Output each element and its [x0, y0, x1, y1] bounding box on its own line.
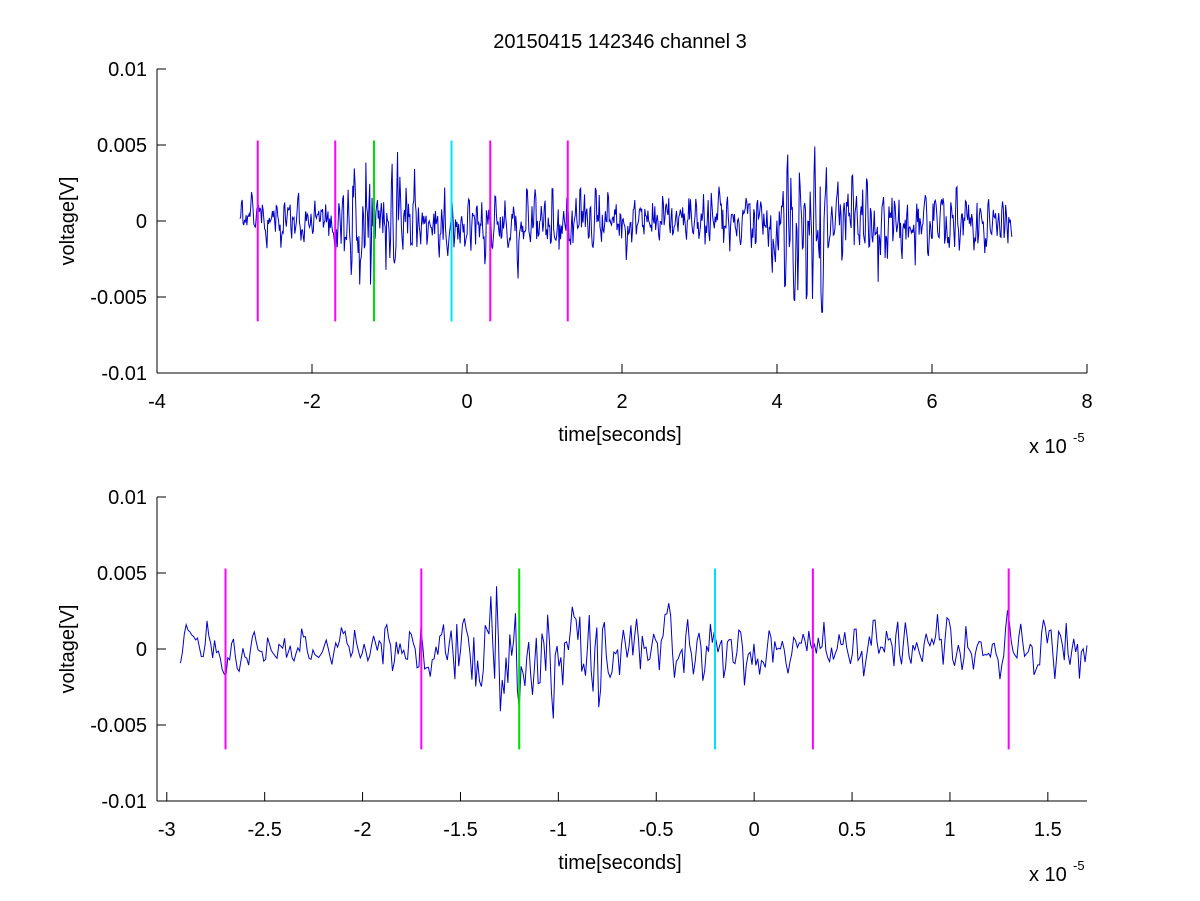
y-tick-label: -0.005: [90, 715, 147, 737]
signal-series-line: [239, 146, 1013, 313]
y-tick-label: 0.01: [108, 59, 147, 81]
x-tick-label: -0.5: [639, 819, 673, 841]
x-axis-label: time[seconds]: [558, 424, 681, 446]
x-exponent-label: x 10: [1029, 864, 1067, 886]
x-tick-label: 0: [749, 819, 760, 841]
y-tick-label: 0.005: [97, 135, 147, 157]
y-tick-label: 0.005: [97, 563, 147, 585]
x-tick-label: -2: [354, 819, 372, 841]
signal-series-line: [179, 586, 1088, 719]
x-tick-label: -3: [158, 819, 176, 841]
x-tick-label: -2.5: [247, 819, 281, 841]
y-axis-label: voltage[V]: [57, 605, 79, 694]
x-tick-label: 4: [771, 391, 782, 413]
figure-title: 20150415 142346 channel 3: [493, 31, 747, 53]
x-tick-label: 1: [944, 819, 955, 841]
x-tick-label: -4: [148, 391, 166, 413]
x-tick-label: -1.5: [443, 819, 477, 841]
x-tick-label: -2: [303, 391, 321, 413]
y-tick-label: 0: [136, 639, 147, 661]
x-exponent-power: -5: [1073, 430, 1085, 445]
x-tick-label: 0: [461, 391, 472, 413]
x-tick-label: 6: [926, 391, 937, 413]
x-exponent-label: x 10: [1029, 436, 1067, 458]
x-tick-label: 2: [616, 391, 627, 413]
x-tick-label: 8: [1081, 391, 1092, 413]
y-tick-label: -0.01: [101, 791, 147, 813]
bottom-axes: -0.01 -0.005 0 0.005 0.01 -3 -2.5 -2 -1.5 -1 -0.5 0…: [57, 487, 1088, 886]
x-axis-label: time[seconds]: [558, 852, 681, 874]
x-tick-label: 0.5: [838, 819, 866, 841]
y-tick-label: 0.01: [108, 487, 147, 509]
x-tick-label: -1: [549, 819, 567, 841]
y-axis-label: voltage[V]: [57, 177, 79, 266]
top-axes: -0.01 -0.005 0 0.005 0.01 -4 -2 0 2 4 6 8 time[secon…: [57, 59, 1093, 458]
x-tick-label: 1.5: [1034, 819, 1062, 841]
y-tick-label: -0.01: [101, 363, 147, 385]
x-exponent-power: -5: [1073, 858, 1085, 873]
y-tick-label: -0.005: [90, 287, 147, 309]
y-tick-label: 0: [136, 211, 147, 233]
